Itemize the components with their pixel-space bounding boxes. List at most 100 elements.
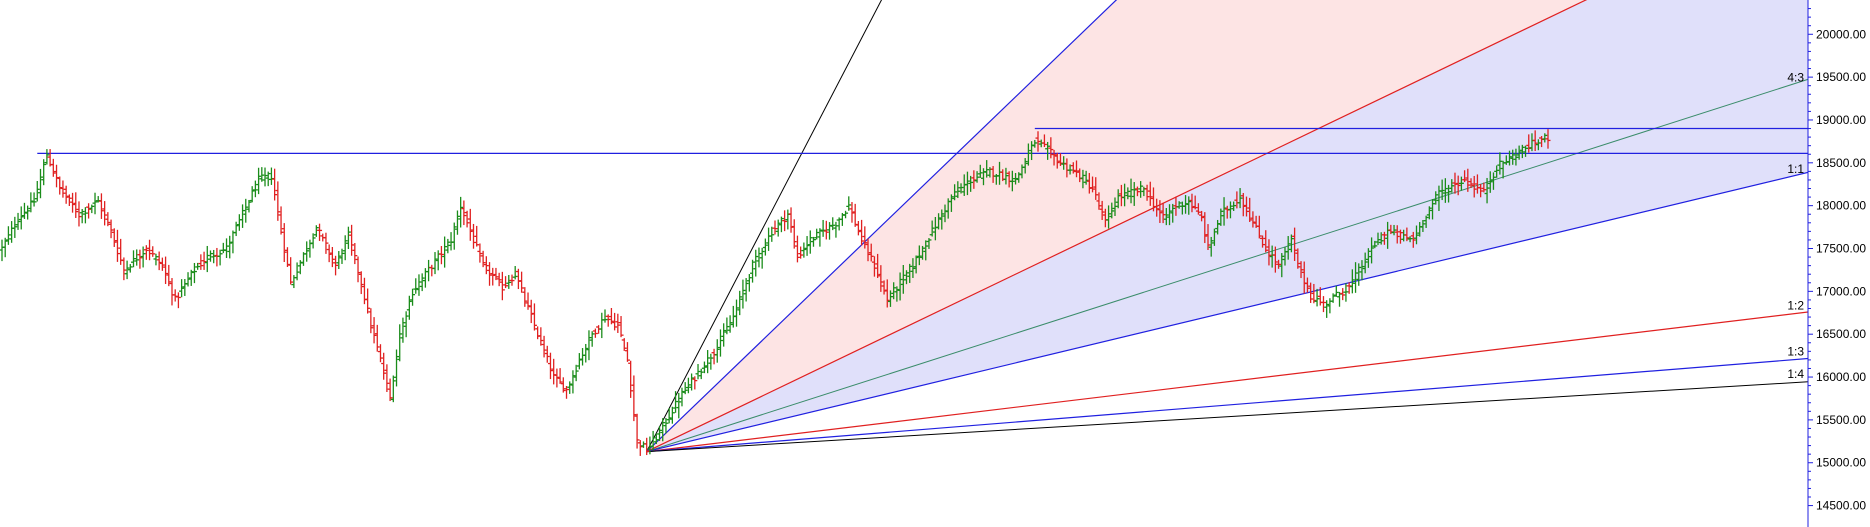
ohlc-bar [1420, 220, 1426, 232]
ohlc-bar [1115, 189, 1121, 209]
ohlc-bar [557, 368, 563, 384]
price-axis[interactable]: 14500.00 15000.00 15500.00 16000.00 16500.00… [1807, 0, 1866, 527]
ohlc-bar [1074, 160, 1080, 178]
ohlc-bar [1250, 211, 1256, 228]
ohlc-bar [666, 408, 672, 424]
ohlc-bar [1478, 183, 1484, 198]
ohlc-bar [567, 381, 573, 394]
price-tick-label: 16500.00 [1816, 327, 1866, 341]
ohlc-bar [1195, 203, 1201, 215]
ohlc-bar [1359, 260, 1365, 281]
ohlc-bar [871, 256, 877, 277]
ohlc-bar [1260, 235, 1266, 248]
ohlc-bar [1535, 139, 1541, 151]
ohlc-bar [1510, 149, 1516, 165]
fan-line[interactable] [646, 0, 1870, 453]
ohlc-bar [1022, 158, 1028, 174]
ohlc-bar [265, 171, 271, 187]
ohlc-bar [102, 201, 108, 226]
fan-line[interactable] [646, 0, 1870, 453]
ohlc-bar [701, 361, 707, 374]
ohlc-bar [1442, 178, 1448, 203]
ohlc-bar [955, 181, 961, 199]
ohlc-bar [618, 316, 624, 338]
ohlc-bar [608, 307, 614, 325]
fan-line[interactable] [646, 346, 1870, 453]
ohlc-bar [791, 219, 797, 249]
ohlc-bar [820, 219, 826, 237]
ohlc-bar [660, 418, 666, 442]
ohlc-bar [163, 256, 169, 285]
ohlc-bar [458, 196, 464, 228]
ohlc-bar [538, 327, 544, 346]
ohlc-bar [365, 288, 371, 314]
ohlc-bar [1231, 201, 1237, 211]
ohlc-bar [1343, 283, 1349, 302]
fan-line[interactable] [646, 0, 1870, 453]
ohlc-bar [198, 254, 204, 270]
ohlc-bar [1304, 277, 1310, 293]
ohlc-bar [519, 271, 525, 293]
ohlc-bar [41, 159, 47, 186]
ohlc-bar [127, 264, 133, 273]
ohlc-bar [817, 228, 823, 247]
ohlc-bar [1372, 240, 1378, 249]
ohlc-bar [798, 246, 804, 259]
ohlc-bar [111, 228, 117, 247]
ohlc-bar [358, 271, 364, 295]
ohlc-bar [673, 391, 679, 413]
ohlc-bar [525, 292, 531, 310]
ohlc-bar [1199, 210, 1205, 222]
ohlc-bar [76, 201, 82, 227]
ohlc-bar [1394, 225, 1400, 244]
ohlc-bar [140, 246, 146, 268]
ohlc-bar [634, 413, 640, 449]
ohlc-bar [794, 235, 800, 263]
ohlc-bar [605, 314, 611, 327]
ohlc-bar [772, 220, 778, 235]
ohlc-bar [910, 258, 916, 278]
ohlc-bar [89, 204, 95, 214]
ohlc-bar [1378, 232, 1384, 245]
ohlc-bar [506, 274, 512, 289]
fan-line[interactable] [646, 30, 1870, 453]
ohlc-bar [352, 243, 358, 265]
ohlc-bar [464, 210, 470, 228]
ohlc-bar [204, 245, 210, 273]
ohlc-bar [624, 342, 630, 362]
ohlc-bar [1256, 215, 1262, 239]
ohlc-bar [371, 317, 377, 344]
ohlc-bar [1532, 130, 1538, 152]
ohlc-bar [1138, 181, 1144, 198]
fan-line[interactable] [646, 241, 1870, 453]
ohlc-bar [1295, 248, 1301, 269]
ohlc-bar [487, 262, 493, 286]
ohlc-bar [721, 323, 727, 347]
ohlc-bar [913, 255, 919, 274]
ohlc-bar [1375, 232, 1381, 246]
fan-line[interactable] [646, 311, 1870, 453]
ohlc-bar [403, 311, 409, 338]
ohlc-bar [1211, 228, 1217, 246]
ohlc-bar [939, 209, 945, 230]
ohlc-bar [1051, 149, 1057, 166]
ohlc-bar [185, 272, 191, 287]
ohlc-bar [1157, 200, 1163, 223]
ohlc-bar [891, 282, 897, 300]
ohlc-bar [685, 377, 691, 394]
ohlc-bar [82, 207, 88, 224]
ohlc-bar [406, 295, 412, 320]
ohlc-bar [916, 245, 922, 266]
ohlc-bar [1163, 207, 1169, 226]
ohlc-bar [724, 317, 730, 335]
ohlc-bar [1471, 175, 1477, 198]
ohlc-bar [374, 324, 380, 352]
ohlc-bar [897, 272, 903, 301]
ohlc-bar [143, 245, 149, 260]
ohlc-bar [830, 217, 836, 231]
ohlc-bar [21, 202, 27, 219]
ohlc-bar [1465, 168, 1471, 192]
ohlc-bar [1362, 252, 1368, 274]
ohlc-bar [1083, 170, 1089, 185]
ohlc-bar [5, 226, 11, 245]
